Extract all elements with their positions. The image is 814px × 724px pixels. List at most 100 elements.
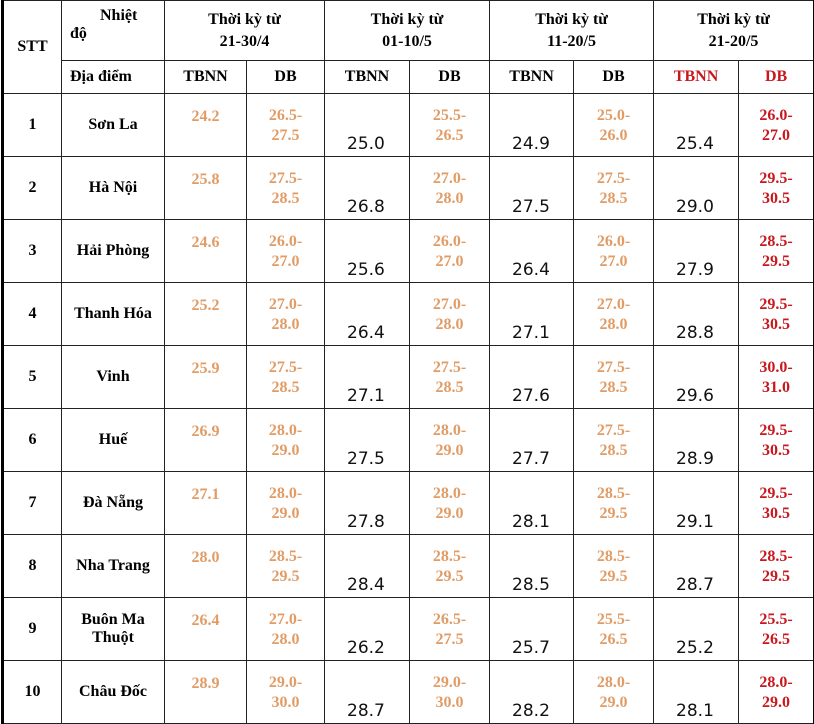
tbnn-cell: 26.8 <box>325 157 410 220</box>
tbnn-cell: 25.0 <box>325 94 410 157</box>
tbnn-cell: 25.9 <box>165 346 247 409</box>
tbnn-cell: 28.7 <box>325 661 410 724</box>
tbnn-cell: 25.7 <box>490 598 574 661</box>
location-name: Hải Phòng <box>62 242 164 260</box>
db-range-part: 28.0- <box>574 673 653 693</box>
db-range-part: 29.0 <box>247 441 324 461</box>
tbnn-cell: 27.7 <box>490 409 574 472</box>
tbnn-cell: 25.2 <box>654 598 739 661</box>
db-cell: 28.0-29.0 <box>247 409 325 472</box>
period-label: Thời kỳ từ <box>371 11 444 28</box>
db-cell: 27.5-28.5 <box>574 157 654 220</box>
tbnn-cell: 24.6 <box>165 220 247 283</box>
db-cell: 27.5-28.5 <box>247 157 325 220</box>
stt-cell: 7 <box>3 472 62 535</box>
location-cell: Châu Đốc <box>62 661 165 724</box>
db-cell: 28.0-29.0 <box>410 472 490 535</box>
db-cell: 28.5-29.5 <box>739 535 814 598</box>
tbnn-cell: 26.4 <box>325 283 410 346</box>
db-cell: 25.5-26.5 <box>739 598 814 661</box>
db-range-part: 29.0 <box>247 504 324 524</box>
tbnn-header: TBNN <box>490 61 574 94</box>
db-cell: 26.0-27.0 <box>574 220 654 283</box>
tbnn-cell: 27.1 <box>490 283 574 346</box>
tbnn-cell: 28.2 <box>490 661 574 724</box>
db-range-part: 27.5- <box>574 421 653 441</box>
db-range-part: 28.0 <box>410 189 489 209</box>
db-range-part: 29.0 <box>739 693 813 713</box>
db-cell: 28.5-29.5 <box>739 220 814 283</box>
db-range-part: 29.0 <box>410 441 489 461</box>
db-range-part: 28.0- <box>410 484 489 504</box>
stt-cell: 2 <box>3 157 62 220</box>
stt-cell: 1 <box>3 94 62 157</box>
db-range-part: 27.5- <box>410 358 489 378</box>
db-range-part: 29.5 <box>739 567 813 587</box>
location-name: Buôn Ma <box>62 611 164 629</box>
db-cell: 27.5-28.5 <box>247 346 325 409</box>
db-range-part: 28.5- <box>410 547 489 567</box>
tbnn-cell: 28.1 <box>490 472 574 535</box>
db-cell: 25.5-26.5 <box>410 94 490 157</box>
db-range-part: 28.0 <box>574 315 653 335</box>
db-range-part: 31.0 <box>739 378 813 398</box>
db-range-part: 29.5- <box>739 169 813 189</box>
tbnn-header: TBNN <box>325 61 410 94</box>
db-cell: 27.5-28.5 <box>574 409 654 472</box>
tbnn-cell: 28.9 <box>165 661 247 724</box>
temperature-label: Nhiệt <box>100 7 137 25</box>
location-name: Sơn La <box>62 116 164 134</box>
db-range-part: 29.5- <box>739 484 813 504</box>
tbnn-cell: 28.0 <box>165 535 247 598</box>
tbnn-cell: 28.5 <box>490 535 574 598</box>
db-cell: 26.5-27.5 <box>247 94 325 157</box>
db-range-part: 27.0- <box>410 295 489 315</box>
db-range-part: 27.0 <box>739 126 813 146</box>
db-range-part: 29.5 <box>574 567 653 587</box>
tbnn-cell: 25.2 <box>165 283 247 346</box>
db-range-part: 30.5 <box>739 315 813 335</box>
db-range-part: 27.0 <box>247 252 324 272</box>
db-range-part: 30.0 <box>410 693 489 713</box>
location-name: Thanh Hóa <box>62 305 164 323</box>
db-cell: 28.5-29.5 <box>574 472 654 535</box>
db-range-part: 26.0 <box>574 126 653 146</box>
db-range-part: 29.0 <box>574 693 653 713</box>
db-range-part: 28.5 <box>574 378 653 398</box>
db-range-part: 28.0- <box>739 673 813 693</box>
tbnn-cell: 29.0 <box>654 157 739 220</box>
db-cell: 25.0-26.0 <box>574 94 654 157</box>
db-range-part: 27.0 <box>410 252 489 272</box>
location-name: Hà Nội <box>62 179 164 197</box>
db-range-part: 28.5 <box>574 441 653 461</box>
location-cell: Thanh Hóa <box>62 283 165 346</box>
db-range-part: 26.5 <box>739 630 813 650</box>
tbnn-cell: 26.2 <box>325 598 410 661</box>
db-range-part: 26.5- <box>410 610 489 630</box>
tbnn-cell: 25.4 <box>654 94 739 157</box>
db-cell: 28.0-29.0 <box>574 661 654 724</box>
period-range: 01-10/5 <box>382 33 432 50</box>
tbnn-cell: 28.8 <box>654 283 739 346</box>
db-cell: 26.5-27.5 <box>410 598 490 661</box>
db-range-part: 25.5- <box>410 106 489 126</box>
tbnn-cell: 26.4 <box>165 598 247 661</box>
db-cell: 28.5-29.5 <box>574 535 654 598</box>
tbnn-cell: 28.1 <box>654 661 739 724</box>
db-range-part: 28.5 <box>247 378 324 398</box>
tbnn-cell: 27.6 <box>490 346 574 409</box>
tbnn-header: TBNN <box>654 61 739 94</box>
temperature-header: Nhiệt độ <box>62 1 165 61</box>
db-range-part: 30.5 <box>739 189 813 209</box>
tbnn-cell: 26.4 <box>490 220 574 283</box>
tbnn-cell: 24.2 <box>165 94 247 157</box>
tbnn-cell: 29.1 <box>654 472 739 535</box>
db-range-part: 26.5- <box>247 106 324 126</box>
tbnn-cell: 27.9 <box>654 220 739 283</box>
